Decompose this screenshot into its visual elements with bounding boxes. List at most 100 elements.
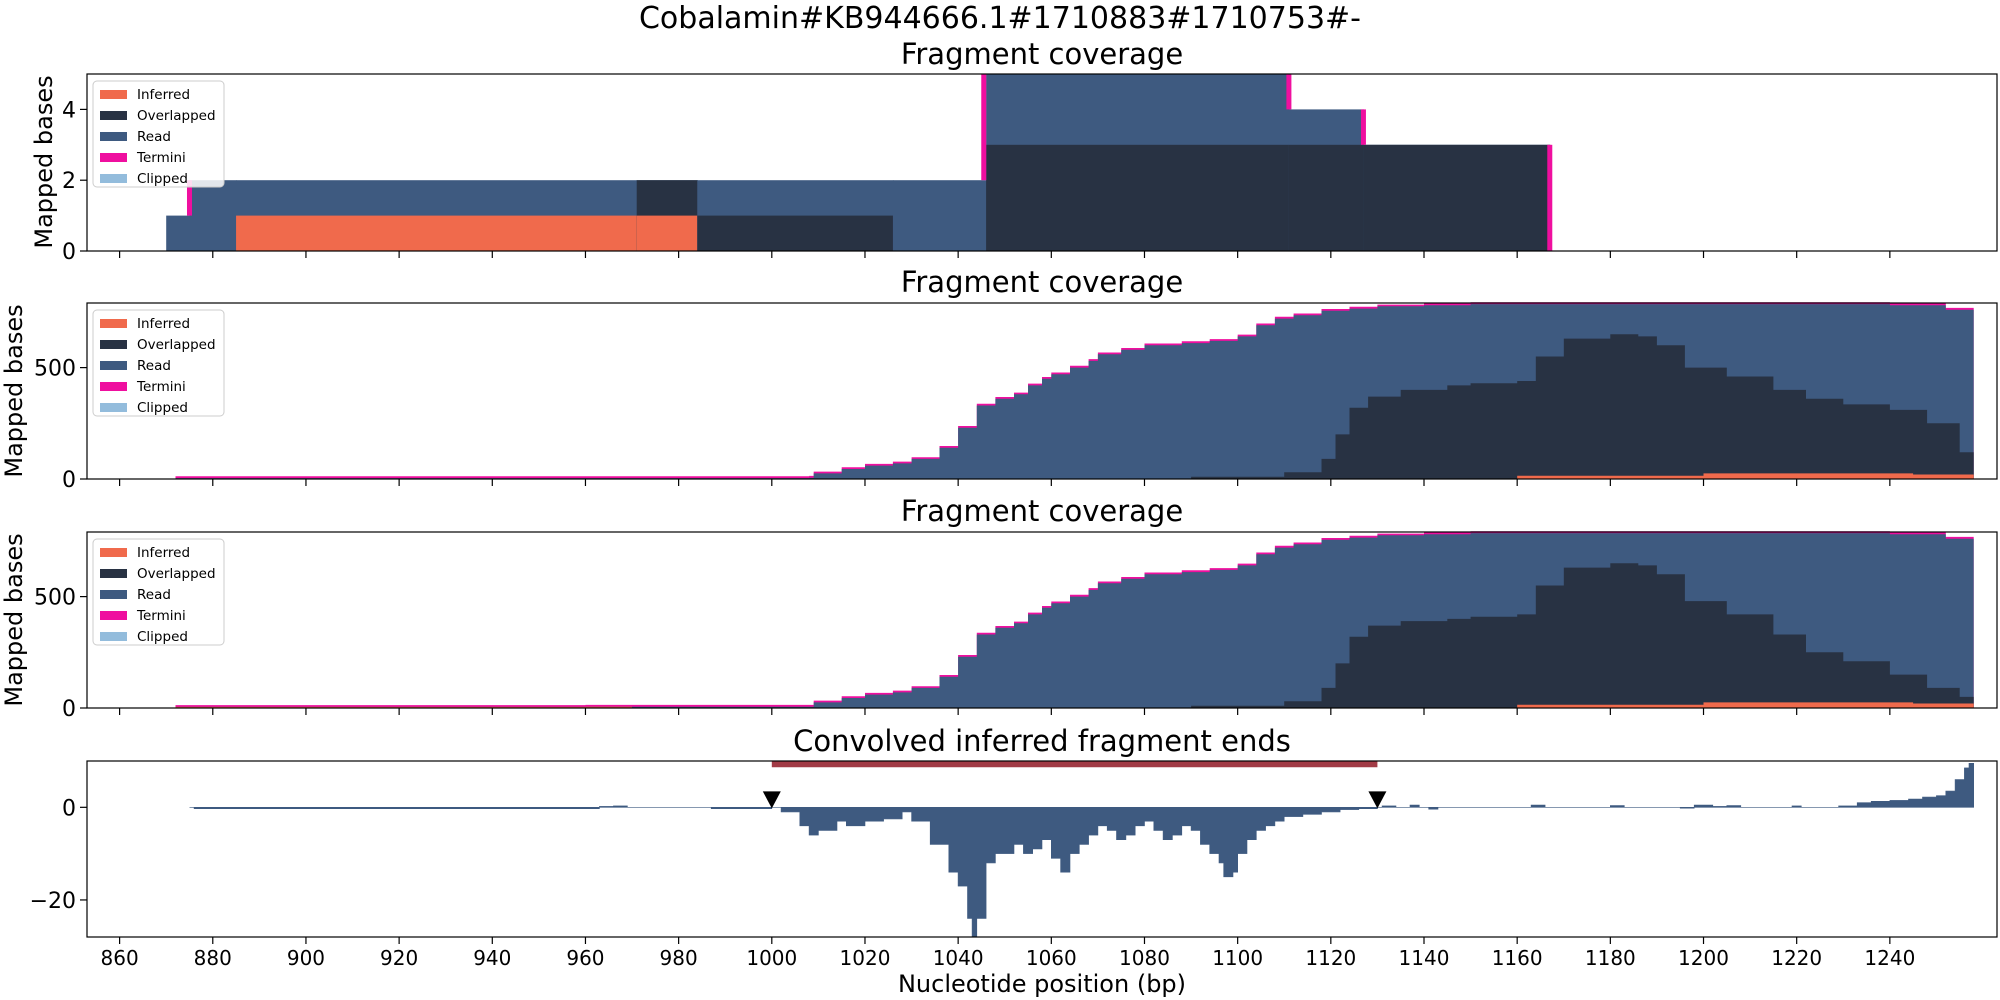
x-tick-label: 900 <box>287 946 325 970</box>
legend-swatch-inferred <box>100 548 127 557</box>
panel-2-marks <box>175 302 1974 479</box>
x-tick-label: 1200 <box>1678 946 1729 970</box>
y-tick-label: 4 <box>62 98 76 123</box>
legend-swatch-termini <box>100 611 127 620</box>
panel-3-title: Fragment coverage <box>901 494 1183 528</box>
legend-label-read: Read <box>137 129 171 145</box>
y-tick-label: 0 <box>62 796 76 821</box>
panel-4-marks <box>189 761 1974 938</box>
legend-swatch-inferred <box>100 90 127 99</box>
figure-suptitle: Cobalamin#KB944666.1#1710883#1710753#- <box>639 1 1361 36</box>
panel-4-title: Convolved inferred fragment ends <box>793 724 1291 758</box>
panel-2-legend: Inferred Overlapped Read Termini Clipped <box>92 309 225 417</box>
convolved-signal <box>189 763 1974 938</box>
panel-3-axes: 0 500 <box>34 531 1998 722</box>
panel-1-title: Fragment coverage <box>901 37 1183 71</box>
legend-swatch-read <box>100 590 127 599</box>
termini-mark <box>1360 109 1366 145</box>
x-tick-label: 1180 <box>1585 946 1636 970</box>
legend-label-clipped: Clipped <box>137 629 188 645</box>
legend-swatch-read <box>100 361 127 370</box>
legend-swatch-overlapped <box>100 111 127 120</box>
legend-label-overlapped: Overlapped <box>137 337 216 353</box>
panel-3-legend: Inferred Overlapped Read Termini Clipped <box>92 538 225 646</box>
legend-label-clipped: Clipped <box>137 171 188 187</box>
panel-1-legend: Inferred Overlapped Read Termini Clipped <box>92 80 225 188</box>
y-tick-label: −20 <box>30 889 76 914</box>
panel-coverage-1: Fragment coverage Mapped bases 0 2 4 Infer… <box>30 37 1998 265</box>
overlapped-area <box>175 563 1974 708</box>
y-tick-label: 500 <box>34 357 76 382</box>
x-tick-label: 1040 <box>933 946 984 970</box>
inferred-area <box>175 702 1974 708</box>
x-tick-label: 860 <box>101 946 139 970</box>
x-tick-label: 1100 <box>1212 946 1263 970</box>
x-axis-label: Nucleotide position (bp) <box>898 970 1186 998</box>
legend-swatch-overlapped <box>100 569 127 578</box>
termini-mark <box>981 74 987 181</box>
legend-label-overlapped: Overlapped <box>137 108 216 124</box>
panel-2-title: Fragment coverage <box>901 265 1183 299</box>
legend-label-inferred: Inferred <box>137 87 190 103</box>
termini-mark <box>1547 144 1553 251</box>
read-block <box>892 180 987 251</box>
legend-swatch-termini <box>100 153 127 162</box>
x-tick-label: 980 <box>660 946 698 970</box>
panel-coverage-3: Fragment coverage Mapped bases 0 500 Infe… <box>0 494 1998 722</box>
x-tick-label: 1160 <box>1492 946 1543 970</box>
legend-label-inferred: Inferred <box>137 316 190 332</box>
x-tick-label: 1060 <box>1026 946 1077 970</box>
legend-label-termini: Termini <box>136 608 186 624</box>
panel-convolved-ends: Convolved inferred fragment ends −20 0 860… <box>30 724 1998 998</box>
panel-1-marks <box>166 74 1553 252</box>
x-tick-label: 1120 <box>1305 946 1356 970</box>
read-block <box>166 215 190 251</box>
y-tick-label: 0 <box>62 468 76 493</box>
end-marker-triangle <box>1368 791 1387 809</box>
x-tick-label: 1020 <box>840 946 891 970</box>
legend-label-overlapped: Overlapped <box>137 566 216 582</box>
panel-4-frame <box>86 760 1998 938</box>
x-tick-label: 880 <box>194 946 232 970</box>
panel-1-ylabel: Mapped bases <box>30 75 58 248</box>
overlapped-area <box>175 334 1974 479</box>
panel-4-axes: −20 0 860 880 900 920 940 960 980 1000 1020 1040 106… <box>30 760 1998 970</box>
legend-label-inferred: Inferred <box>137 545 190 561</box>
panel-3-frame <box>86 531 1998 709</box>
y-tick-label: 0 <box>62 240 76 265</box>
panel-2-axes: 0 500 <box>34 302 1998 493</box>
legend-label-read: Read <box>137 587 171 603</box>
overlapped-block <box>986 144 1290 251</box>
x-tick-label: 1140 <box>1399 946 1450 970</box>
legend-label-termini: Termini <box>136 379 186 395</box>
panel-coverage-2: Fragment coverage Mapped bases 0 500 Infe… <box>0 265 1998 493</box>
legend-swatch-inferred <box>100 319 127 328</box>
legend-swatch-clipped <box>100 174 127 183</box>
x-tick-label: 1080 <box>1119 946 1170 970</box>
overlapped-block <box>697 215 894 251</box>
panel-1-axes: 0 2 4 <box>62 73 1998 265</box>
x-tick-label: 960 <box>566 946 604 970</box>
legend-swatch-read <box>100 132 127 141</box>
legend-label-read: Read <box>137 358 171 374</box>
x-tick-label: 1240 <box>1864 946 1915 970</box>
legend-label-termini: Termini <box>136 150 186 166</box>
termini-mark <box>186 180 192 216</box>
inferred-area <box>1424 473 1974 479</box>
x-tick-label: 940 <box>473 946 511 970</box>
legend-swatch-overlapped <box>100 340 127 349</box>
panel-1-frame <box>86 73 1998 252</box>
legend-label-clipped: Clipped <box>137 400 188 416</box>
overlapped-block <box>1363 144 1551 251</box>
end-marker-triangle <box>762 791 781 809</box>
x-tick-label: 920 <box>380 946 418 970</box>
legend-swatch-clipped <box>100 403 127 412</box>
y-tick-label: 2 <box>62 169 76 194</box>
panel-3-marks <box>175 531 1974 708</box>
x-tick-label: 1220 <box>1771 946 1822 970</box>
panel-2-ylabel: Mapped bases <box>0 304 28 477</box>
x-tick-label: 1000 <box>746 946 797 970</box>
overlapped-block <box>1288 144 1364 251</box>
termini-mark <box>1286 74 1292 110</box>
